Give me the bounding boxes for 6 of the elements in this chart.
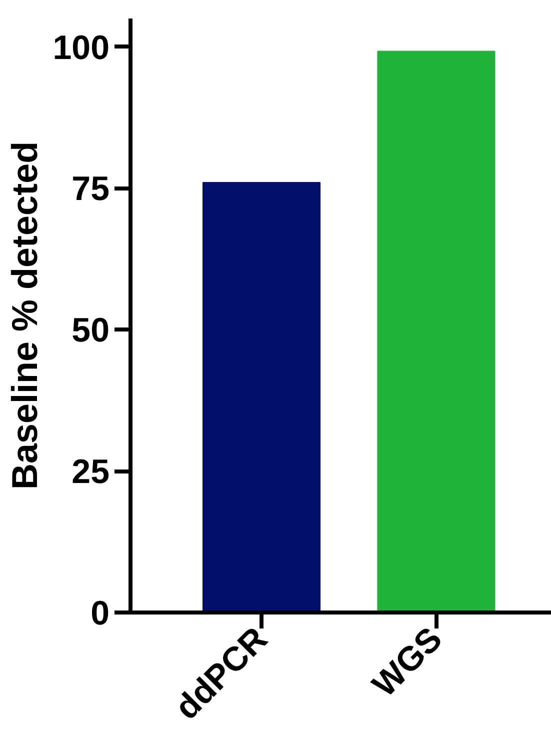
y-tick-label: 75 — [72, 170, 110, 208]
y-tick-label: 25 — [72, 453, 110, 492]
y-tick-label: 100 — [52, 28, 110, 67]
y-axis-title: Baseline % detected — [4, 141, 45, 490]
y-tick-label: 50 — [72, 312, 110, 350]
y-tick-label: 0 — [90, 594, 110, 632]
